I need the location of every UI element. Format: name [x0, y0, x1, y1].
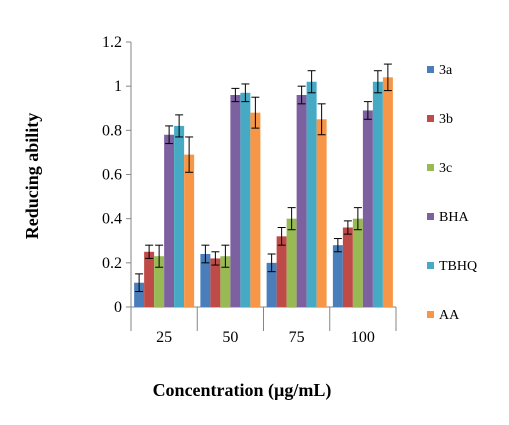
bar [144, 251, 155, 307]
bar [210, 258, 221, 307]
y-tick-label: 1.2 [102, 34, 122, 51]
bar [286, 218, 297, 307]
y-tick-label: 1 [114, 78, 122, 95]
bar [154, 256, 165, 307]
x-axis-ticks: 25 50 75 100 [130, 307, 397, 346]
bar [184, 154, 195, 307]
y-tick-label: 0.4 [102, 211, 122, 228]
legend-label: BHA [439, 210, 469, 225]
legend-swatch [427, 213, 434, 220]
legend-swatch [427, 262, 434, 269]
legend-swatch [427, 311, 434, 318]
chart-frame: 0 0.2 0.4 0.6 0.8 1 1.2 25 50 75 100 Reducing abi… [6, 4, 502, 418]
bar [342, 227, 353, 307]
y-tick-label: 0.6 [102, 167, 122, 184]
bar-chart: 0 0.2 0.4 0.6 0.8 1 1.2 25 50 75 100 Reducing abi… [22, 34, 477, 401]
x-tick-label: 25 [156, 329, 172, 346]
bar [362, 110, 373, 307]
bar [250, 112, 261, 308]
y-axis-title: Reducing ability [22, 113, 42, 240]
bar [230, 95, 241, 307]
bar [240, 92, 251, 308]
bar [382, 77, 393, 307]
legend: 3a 3b 3c BHA TBHQ AA [427, 63, 477, 323]
x-axis-title: Concentration (µg/mL) [153, 380, 332, 401]
x-tick-label: 75 [289, 329, 305, 346]
bar [372, 81, 383, 307]
legend-swatch [427, 164, 434, 171]
bar [352, 218, 363, 307]
plot-area [130, 42, 396, 308]
bar [332, 245, 343, 307]
bar [200, 254, 211, 307]
legend-label: 3c [439, 161, 452, 176]
y-tick-label: 0.2 [102, 255, 122, 272]
legend-label: AA [439, 308, 460, 323]
legend-label: 3b [439, 112, 453, 127]
bar [134, 282, 145, 307]
legend-label: TBHQ [439, 259, 477, 274]
bar [266, 262, 277, 307]
legend-swatch [427, 66, 434, 73]
bar [276, 236, 287, 307]
bar [220, 256, 231, 307]
y-tick-label: 0.8 [102, 122, 122, 139]
bar [306, 81, 317, 307]
x-tick-label: 100 [351, 329, 375, 346]
y-axis-ticks: 0 0.2 0.4 0.6 0.8 1 1.2 [102, 34, 131, 316]
bar [174, 125, 185, 308]
x-tick-label: 50 [222, 329, 238, 346]
y-tick-label: 0 [114, 299, 122, 316]
legend-swatch [427, 115, 434, 122]
bar [164, 134, 175, 307]
bar [296, 95, 307, 307]
legend-label: 3a [439, 63, 453, 78]
bar [316, 119, 327, 308]
